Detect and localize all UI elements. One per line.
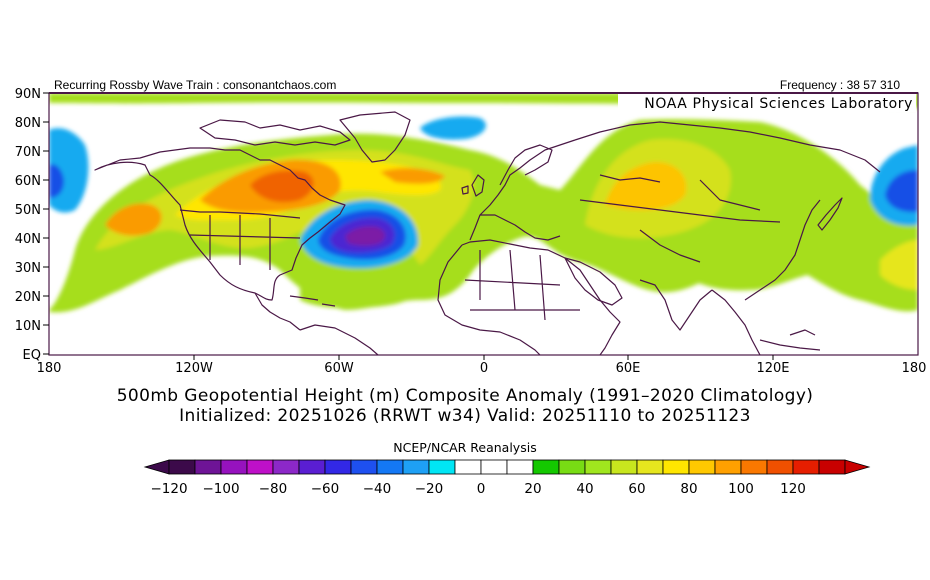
anomaly-arctic-cyan — [420, 116, 486, 140]
lat-label: 50N — [15, 203, 41, 218]
colorbar-title: NCEP/NCAR Reanalysis — [393, 440, 537, 455]
lat-labels: 90N 80N 70N 60N 50N 40N 30N 20N 10N EQ — [15, 87, 41, 363]
coast-north-america — [94, 147, 346, 301]
coast-indonesia — [759, 329, 821, 351]
coast-japan — [817, 197, 843, 231]
chart-title-line2: Initialized: 20251026 (RRWT w34) Valid: … — [179, 406, 751, 426]
coast-central-america — [254, 292, 301, 331]
lon-label: 180 — [37, 361, 62, 376]
anomaly-npac-right-blue — [885, 170, 918, 213]
header-frequency-label: Frequency : 38 57 310 — [779, 78, 900, 92]
band-pacific-yellow — [880, 240, 918, 290]
coast-arctic-islands — [199, 119, 351, 146]
lon-label: 60W — [324, 361, 354, 376]
coast-europe — [469, 139, 576, 241]
lon-label: 180 — [902, 361, 927, 376]
lat-label: 20N — [15, 290, 41, 305]
anomaly-shading — [49, 93, 918, 355]
anomaly-npac-left-blue — [49, 164, 64, 198]
coast-scandinavia — [499, 144, 553, 186]
lat-ticks — [43, 92, 49, 355]
coastlines — [94, 111, 881, 355]
coast-arabia — [564, 257, 623, 306]
lat-label: 90N — [15, 87, 41, 102]
lat-label: 40N — [15, 232, 41, 247]
lat-label: 10N — [15, 319, 41, 334]
anomaly-atlantic-orange — [380, 168, 445, 184]
lon-label: 60E — [616, 361, 641, 376]
lat-label: 80N — [15, 116, 41, 131]
coast-africa — [437, 239, 621, 355]
anomaly-atlantic-purple — [345, 226, 386, 246]
lon-label: 0 — [480, 361, 488, 376]
lab-label: NOAA Physical Sciences Laboratory — [644, 96, 913, 112]
band-pacific-south — [680, 204, 918, 310]
anomaly-pacific-orange — [105, 203, 162, 236]
chart-title-line1: 500mb Geopotential Height (m) Composite … — [116, 386, 814, 406]
lon-label: 120W — [175, 361, 213, 376]
lab-label-box — [618, 94, 916, 112]
coast-caribbean — [289, 295, 336, 307]
band-atlantic-lobe — [300, 272, 421, 309]
lat-label: 70N — [15, 145, 41, 160]
borders-north-america — [179, 209, 301, 270]
lat-label: 60N — [15, 174, 41, 189]
lon-ticks — [193, 355, 774, 360]
borders-africa — [464, 249, 580, 321]
coast-uk — [461, 174, 485, 197]
header-source-label: Recurring Rossby Wave Train : consonantc… — [54, 78, 337, 92]
coast-greenland — [339, 111, 411, 163]
lat-label: EQ — [23, 348, 41, 363]
coast-india — [639, 279, 713, 331]
lon-label: 120E — [756, 361, 789, 376]
band-siberia-yellow-core — [605, 162, 687, 211]
coast-southeast-asia — [711, 199, 821, 355]
lat-label: 30N — [15, 261, 41, 276]
borders-asia — [579, 174, 781, 263]
coast-south-america — [299, 324, 379, 355]
lon-labels: 180 120W 60W 0 60E 120E 180 — [37, 361, 927, 376]
coast-asia-north — [574, 121, 881, 173]
